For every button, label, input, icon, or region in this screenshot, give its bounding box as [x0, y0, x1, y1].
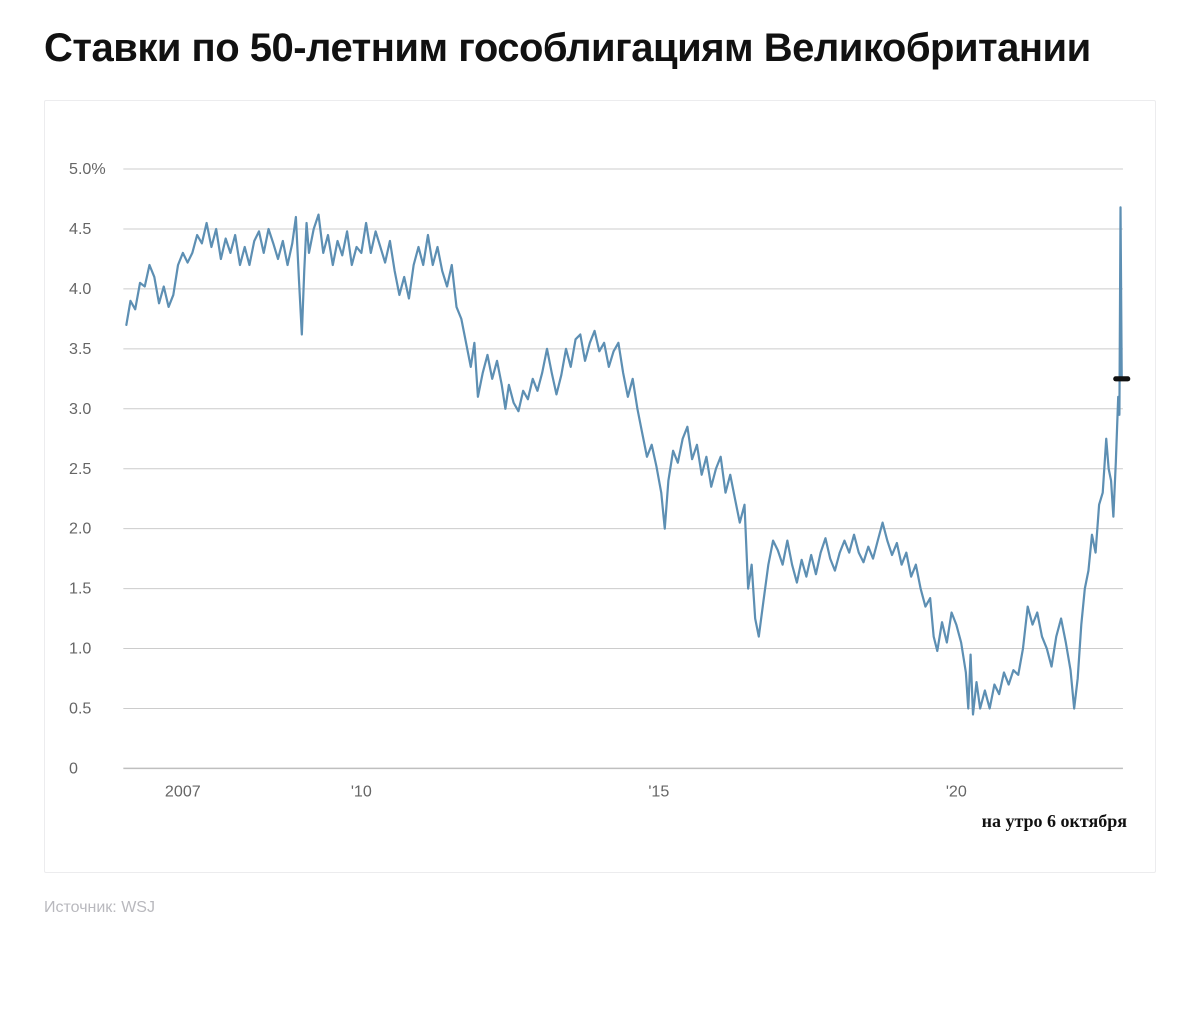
y-tick-label: 3.5	[69, 340, 91, 358]
chart-card: 0 0.5 1.0 1.5 2.0 2.5 3.0 3.5 4.0 4.5 5.0% 2007 '10 '…	[44, 100, 1156, 873]
y-tick-label: 4.5	[69, 220, 91, 238]
line-chart: 0 0.5 1.0 1.5 2.0 2.5 3.0 3.5 4.0 4.5 5.0% 2007 '10 '…	[67, 161, 1133, 805]
y-tick-label: 4.0	[69, 280, 91, 298]
source-label: Источник: WSJ	[44, 899, 1156, 917]
y-tick-label: 1.0	[69, 640, 91, 658]
x-tick-label: '10	[351, 783, 372, 801]
y-tick-label: 3.0	[69, 400, 91, 418]
page: Ставки по 50-летним гособлигациям Велико…	[0, 0, 1200, 1014]
x-tick-label: '15	[648, 783, 669, 801]
y-tick-label: 2.0	[69, 520, 91, 538]
y-tick-label: 2.5	[69, 460, 91, 478]
y-tick-label: 5.0%	[69, 161, 106, 178]
series-line	[126, 207, 1121, 714]
y-tick-label: 1.5	[69, 580, 91, 598]
x-tick-label: '20	[946, 783, 967, 801]
y-tick-label: 0.5	[69, 699, 91, 717]
chart-title: Ставки по 50-летним гособлигациям Велико…	[44, 24, 1156, 72]
x-tick-label: 2007	[165, 783, 201, 801]
y-tick-label: 0	[69, 759, 78, 777]
chart-footnote: на утро 6 октября	[67, 811, 1127, 832]
